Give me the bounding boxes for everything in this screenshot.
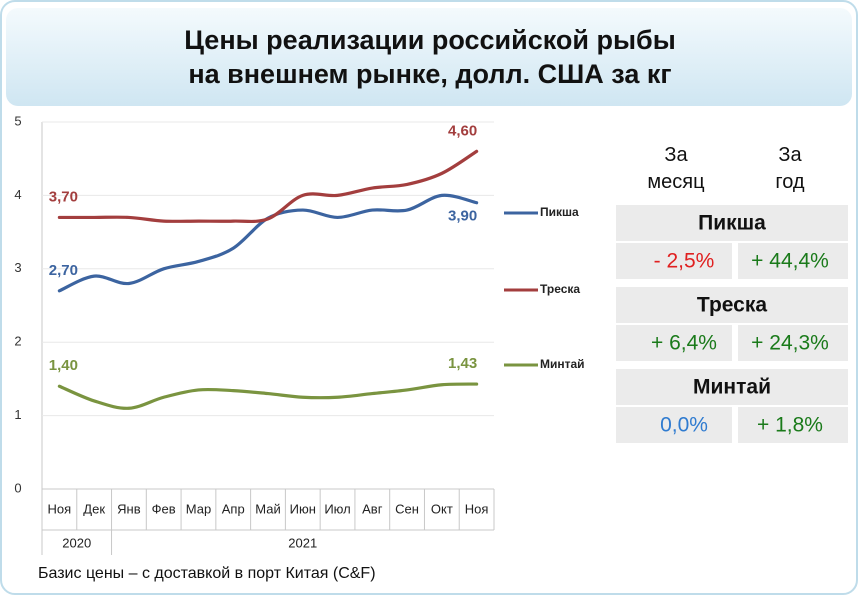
y-tick-label: 4 [14, 187, 21, 202]
data-label: 1,40 [49, 357, 78, 374]
data-label: 3,90 [448, 208, 477, 225]
y-tick-label: 0 [14, 480, 21, 495]
cell-bg [738, 325, 848, 361]
x-tick-label: Фев [152, 501, 176, 516]
x-tick-label: Июн [290, 501, 316, 516]
column-header: За месяц [647, 144, 704, 193]
x-tick-label: Май [255, 501, 280, 516]
series-line [57, 149, 479, 224]
y-tick-label: 2 [14, 334, 21, 349]
x-tick-label: Окт [431, 501, 453, 516]
row-header-bg [616, 369, 848, 405]
x-tick-label: Сен [395, 501, 419, 516]
footnote: Базис цены – с доставкой в порт Китая (C… [38, 565, 376, 582]
y-tick-label: 1 [14, 407, 21, 422]
title-banner [6, 8, 852, 106]
month-change: + 6,4% [651, 332, 717, 355]
cell-bg [616, 243, 732, 279]
x-tick-label: Дек [83, 501, 105, 516]
year-change: + 1,8% [757, 414, 823, 437]
x-tick-label: Ноя [465, 501, 489, 516]
row-name: Треска [697, 294, 767, 317]
y-tick-label: 5 [14, 113, 21, 128]
x-tick-label: Июл [324, 501, 350, 516]
data-label: 2,70 [49, 262, 78, 279]
column-header: За год [775, 144, 805, 193]
row-header-bg [616, 205, 848, 241]
year-change: + 44,4% [751, 250, 829, 273]
year-label: 2020 [62, 535, 91, 550]
row-name: Минтай [693, 376, 771, 399]
x-tick-label: Ноя [48, 501, 72, 516]
legend-label: Минтай [540, 357, 585, 371]
x-tick-label: Янв [117, 501, 141, 516]
data-label: 1,43 [448, 355, 477, 372]
x-tick-label: Апр [222, 501, 245, 516]
cell-bg [738, 407, 848, 443]
year-change: + 24,3% [751, 332, 829, 355]
row-header-bg [616, 287, 848, 323]
cell-bg [616, 407, 732, 443]
month-change: 0,0% [660, 414, 708, 437]
legend-label: Треска [540, 282, 580, 296]
month-change: - 2,5% [654, 250, 715, 273]
data-label: 3,70 [49, 188, 78, 205]
year-label: 2021 [288, 535, 317, 550]
x-tick-label: Мар [186, 501, 211, 516]
chart-title: Цены реализации российской рыбы на внешне… [184, 25, 676, 89]
cell-bg [616, 325, 732, 361]
legend-label: Пикша [540, 205, 579, 219]
x-tick-label: Авг [362, 501, 383, 516]
row-name: Пикша [698, 212, 766, 235]
cell-bg [738, 243, 848, 279]
data-label: 4,60 [448, 122, 477, 139]
series-line [57, 382, 479, 410]
y-tick-label: 3 [14, 260, 21, 275]
